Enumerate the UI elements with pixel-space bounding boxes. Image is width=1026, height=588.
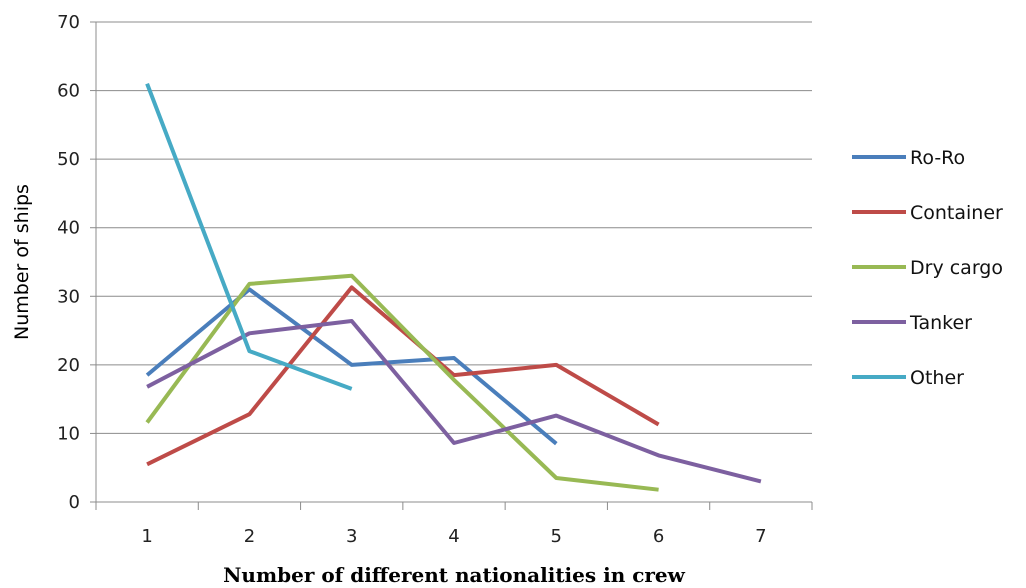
x-tick-label: 7 [755, 526, 766, 547]
y-tick-label: 0 [69, 492, 80, 513]
legend: Ro-Ro Container Dry cargo Tanker Other [852, 147, 1003, 389]
legend-label-ro-ro: Ro-Ro [910, 147, 965, 169]
y-tick-label: 40 [57, 218, 80, 239]
series-line-container [146, 285, 660, 467]
y-tick-label: 60 [57, 81, 80, 102]
series-lines [145, 82, 762, 492]
x-tick-label: 6 [653, 526, 664, 547]
x-tick-label: 5 [551, 526, 562, 547]
y-tick-label: 20 [57, 355, 80, 376]
legend-label-container: Container [910, 202, 1003, 224]
grid [96, 21, 812, 434]
legend-label-tanker: Tanker [909, 312, 972, 334]
x-tick-label: 4 [448, 526, 459, 547]
y-tick-label: 30 [57, 286, 80, 307]
x-axis-title: Number of different nationalities in cre… [223, 563, 686, 587]
y-axis-title: Number of ships [11, 184, 33, 340]
x-tick-label: 2 [244, 526, 255, 547]
y-tick-label: 10 [57, 423, 80, 444]
y-tick-label: 50 [57, 149, 80, 170]
legend-label-dry-cargo: Dry cargo [910, 257, 1003, 279]
series-line-tanker [146, 319, 762, 484]
x-tick-label: 3 [346, 526, 357, 547]
x-tick-label: 1 [141, 526, 152, 547]
series-line-other [145, 82, 353, 391]
axes: 0 10 20 30 40 50 60 70 1 2 3 4 5 6 7 [57, 12, 813, 547]
legend-label-other: Other [910, 367, 964, 389]
y-tick-label: 70 [57, 12, 80, 33]
series-line-ro-ro [145, 287, 558, 446]
